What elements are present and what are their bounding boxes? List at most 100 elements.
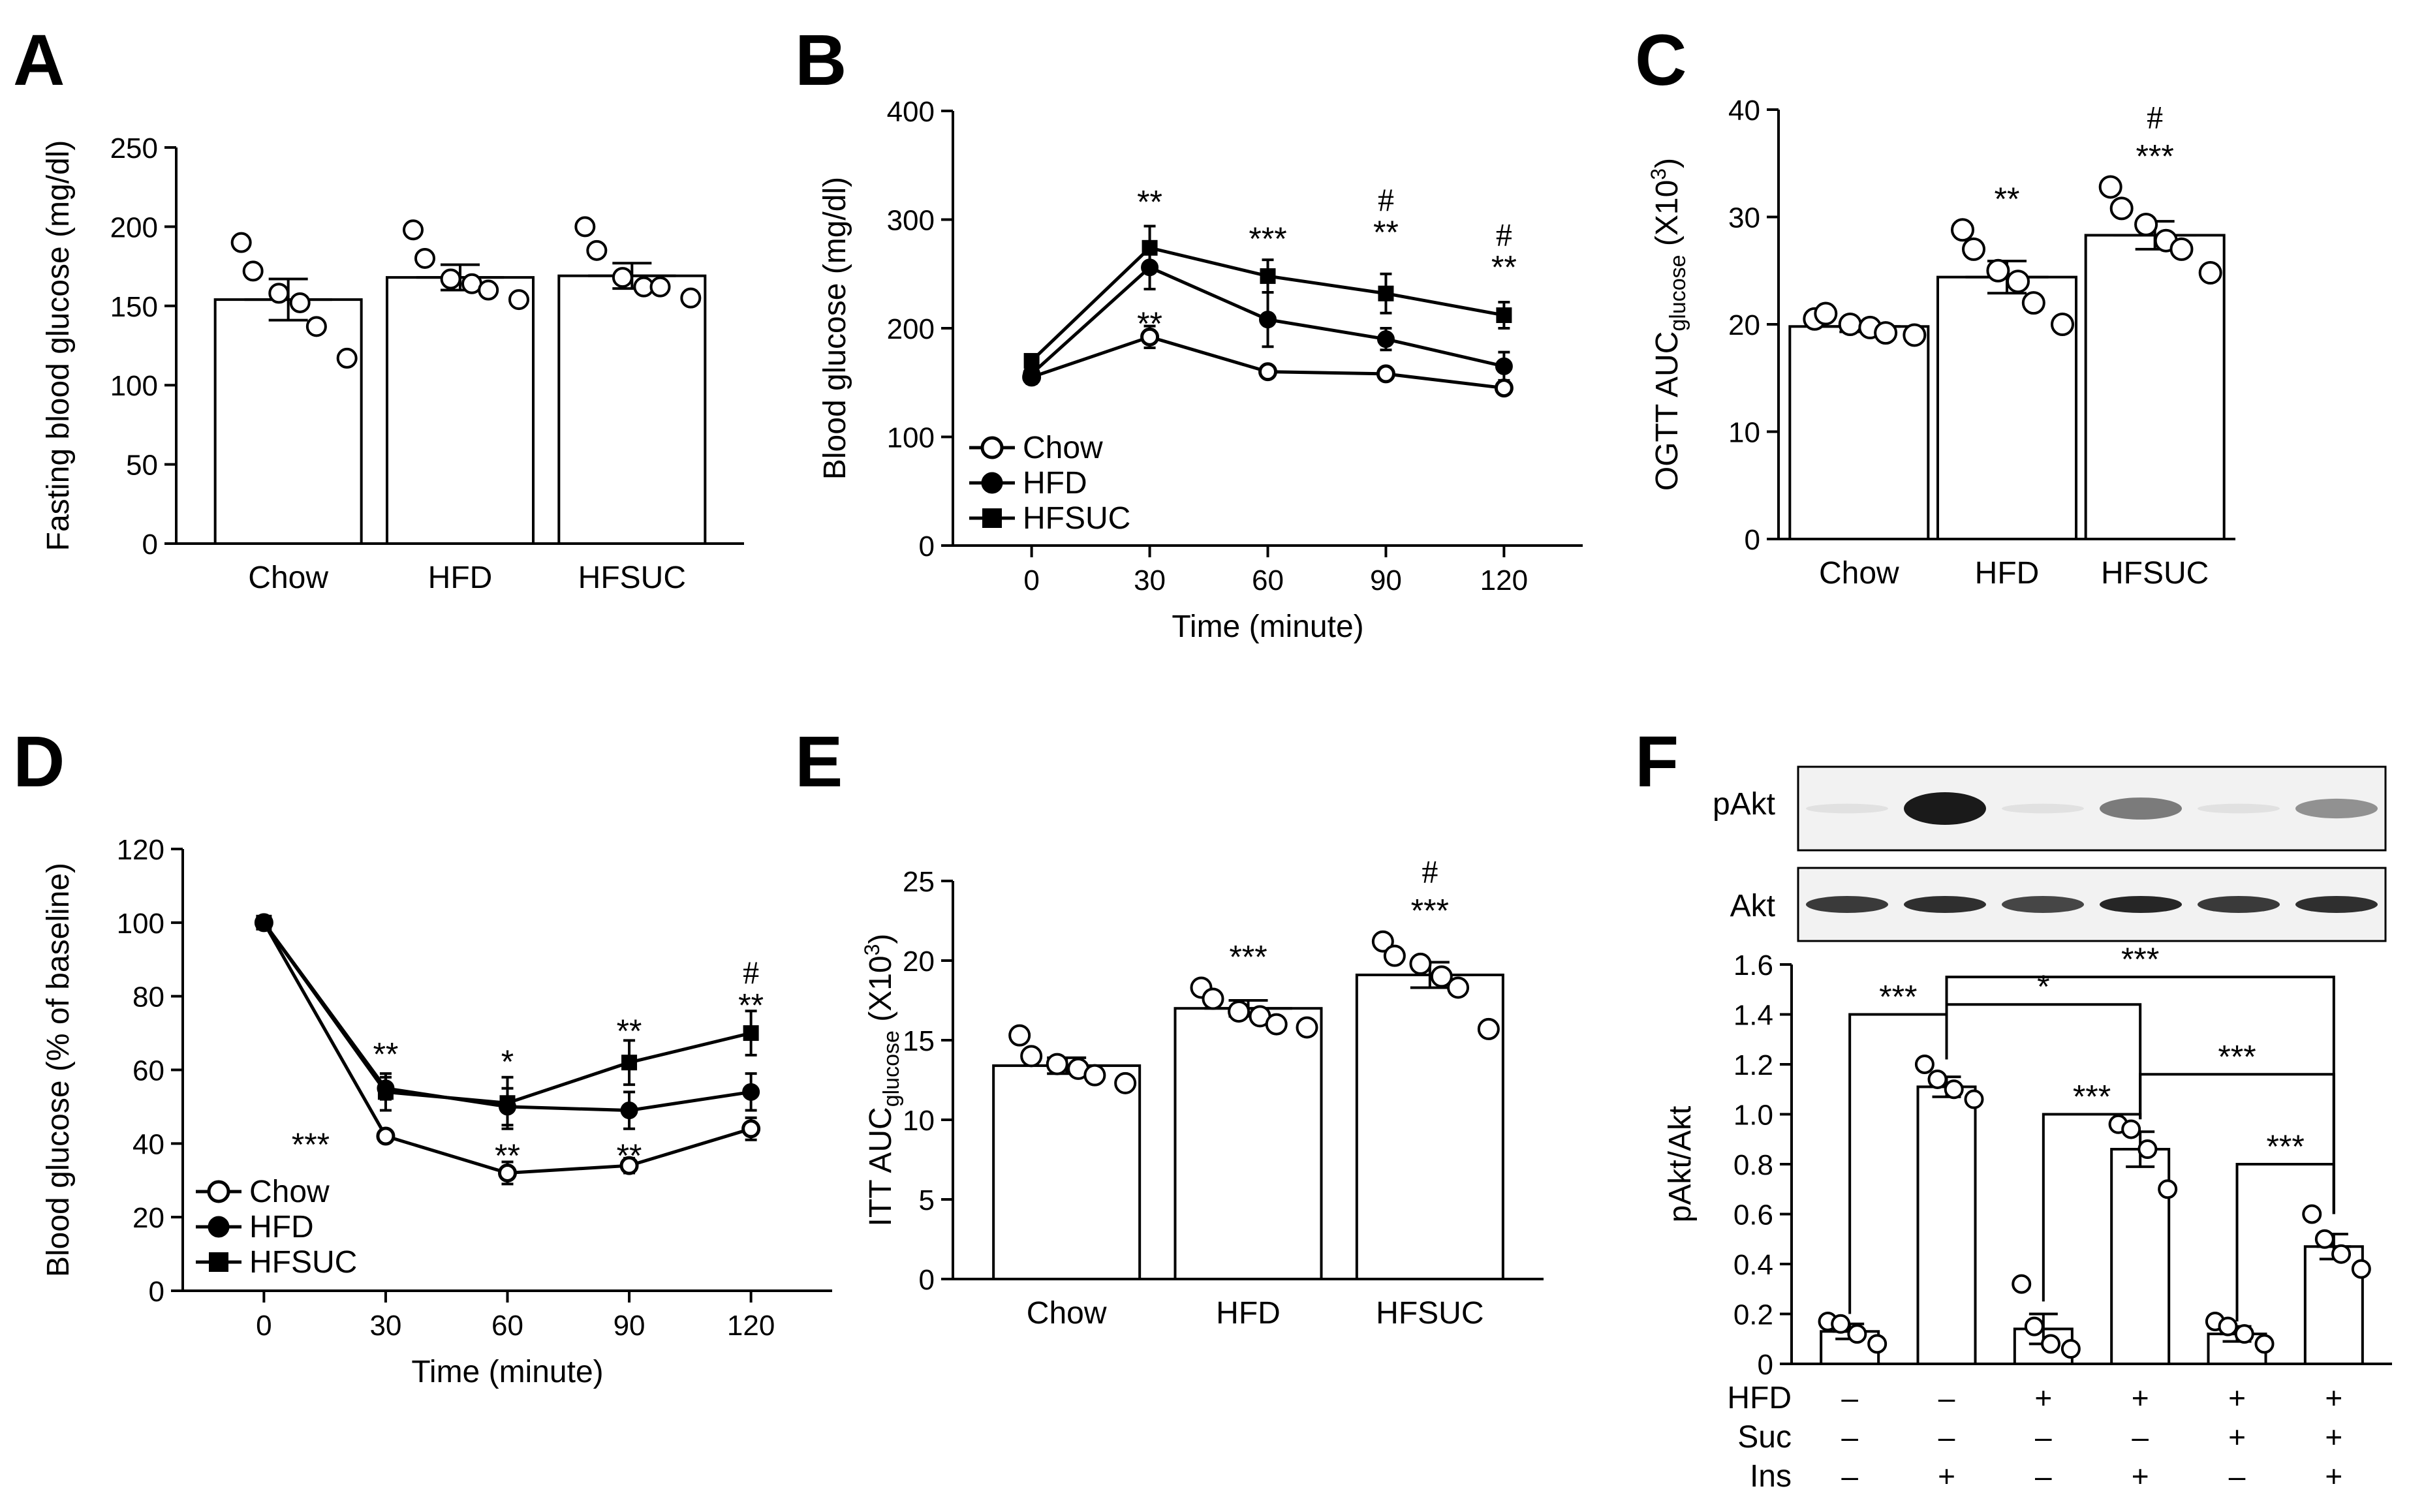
treatment-sign: – [1938, 1381, 1955, 1415]
y-tick-label: 0 [149, 1276, 164, 1308]
legend-label-hfd: HFD [249, 1210, 314, 1244]
data-point [1814, 301, 1838, 326]
significance-label: *** [1249, 221, 1286, 257]
data-point-chow [741, 1119, 761, 1139]
data-point [1951, 218, 1974, 242]
data-point [414, 247, 435, 269]
x-category-label: HFSUC [578, 561, 686, 595]
blot-band-akt [1806, 896, 1888, 913]
data-point [1477, 1017, 1500, 1040]
panel-letter-b: B [795, 20, 847, 100]
panel-letter-c: C [1635, 20, 1686, 100]
panel-d-chart: 0 20 40 60 80 100 120 Blood glucose (% of basel… [41, 834, 832, 1389]
significance-label: *** [2136, 138, 2173, 174]
data-point [1944, 1079, 1964, 1100]
data-point [1371, 930, 1394, 953]
x-category-label: Chow [248, 561, 328, 595]
data-point [1083, 1064, 1106, 1087]
data-point [1296, 1016, 1318, 1039]
significance-label: * [2037, 968, 2049, 1005]
data-point [1874, 321, 1898, 345]
data-point-hfsuc [1260, 268, 1276, 285]
y-tick-label: 10 [903, 1105, 935, 1137]
x-category-label: HFD [1216, 1296, 1281, 1331]
y-tick-label: 0 [1745, 524, 1760, 556]
treatment-sign: + [2325, 1459, 2342, 1493]
significance-bracket [2235, 1163, 2335, 1321]
significance-label: ** [738, 987, 764, 1024]
y-tick-label: 25 [903, 866, 935, 898]
treatment-sign: + [2132, 1381, 2149, 1415]
data-point [230, 232, 252, 253]
treatment-sign: + [2132, 1459, 2149, 1493]
y-tick-label: 0.6 [1733, 1199, 1773, 1231]
significance-label: ** [617, 1013, 642, 1049]
y-tick-label: 250 [110, 132, 158, 164]
significance-label: ** [1373, 214, 1399, 251]
y-tick-label: 40 [132, 1128, 164, 1160]
significance-label: ** [617, 1137, 642, 1174]
y-tick-label: 100 [117, 908, 164, 940]
x-tick-label: 120 [727, 1310, 775, 1342]
y-tick-label: 0.2 [1733, 1299, 1773, 1331]
y-tick-label: 1.4 [1733, 1000, 1773, 1032]
x-tick-label: 30 [1134, 564, 1166, 596]
data-point-hfsuc [1023, 352, 1040, 369]
y-tick-label: 0 [142, 529, 158, 561]
bar [557, 274, 707, 545]
treatment-sign: + [2325, 1381, 2342, 1415]
data-point [2134, 213, 2158, 237]
treatment-sign: – [2035, 1459, 2052, 1493]
legend-marker [980, 436, 1004, 459]
significance-label: ** [495, 1137, 520, 1174]
legend-label-chow: Chow [1023, 431, 1103, 465]
treatment-signs: – – + + + + – – – – + + – + – + – + [1841, 1381, 2342, 1493]
significance-label: # [1422, 854, 1438, 890]
y-tick-label: 1.6 [1733, 949, 1773, 981]
data-point-hfsuc [621, 1055, 638, 1071]
data-point-hfd [742, 1083, 760, 1101]
treatment-sign: – [2035, 1420, 2052, 1454]
significance-label: *** [2266, 1128, 2304, 1165]
significance-label: ** [1995, 181, 2020, 217]
y-tick-label: 80 [132, 981, 164, 1013]
data-point [2021, 291, 2045, 315]
y-tick-label: 1.2 [1733, 1049, 1773, 1081]
y-axis-label-F: pAkt/Akt [1663, 1106, 1698, 1223]
data-point-hfd [620, 1102, 638, 1120]
data-point [403, 219, 424, 241]
x-tick-label: 0 [1023, 564, 1039, 596]
x-tick-label: 90 [614, 1310, 645, 1342]
data-point-hfsuc [1378, 285, 1394, 301]
data-point [2198, 261, 2222, 285]
bar [386, 276, 535, 545]
legend-label-hfsuc: HFSUC [249, 1245, 357, 1280]
x-axis-label-B: Time (minute) [1172, 609, 1363, 644]
y-tick-label: 100 [110, 370, 158, 402]
legend-marker [982, 508, 1002, 528]
panel-a-chart: 0 50 100 150 200 250 Fasting blood glucose (mg… [41, 132, 744, 595]
data-point [268, 283, 290, 304]
western-blot: pAkt Akt [1713, 765, 2387, 942]
data-point [2158, 1179, 2178, 1199]
treatment-label-hfd: HFD [1727, 1381, 1792, 1415]
significance-label: *** [1411, 893, 1449, 929]
data-point [2060, 1339, 2081, 1359]
data-point-hfd [1376, 330, 1395, 348]
data-point [440, 268, 461, 290]
data-point-hfd [1495, 357, 1513, 375]
data-point [2109, 196, 2134, 221]
data-point [1008, 1024, 1031, 1047]
y-tick-label: 0.8 [1733, 1149, 1773, 1181]
data-point [1447, 976, 1470, 999]
data-point [2314, 1229, 2335, 1249]
blot-strip-akt [1797, 867, 2387, 942]
x-tick-label: 60 [491, 1310, 523, 1342]
data-point [1046, 1053, 1068, 1075]
data-point-hfsuc [499, 1095, 516, 1111]
data-point [1903, 323, 1927, 347]
data-point [2012, 1274, 2032, 1294]
blot-bands [1806, 792, 2378, 913]
